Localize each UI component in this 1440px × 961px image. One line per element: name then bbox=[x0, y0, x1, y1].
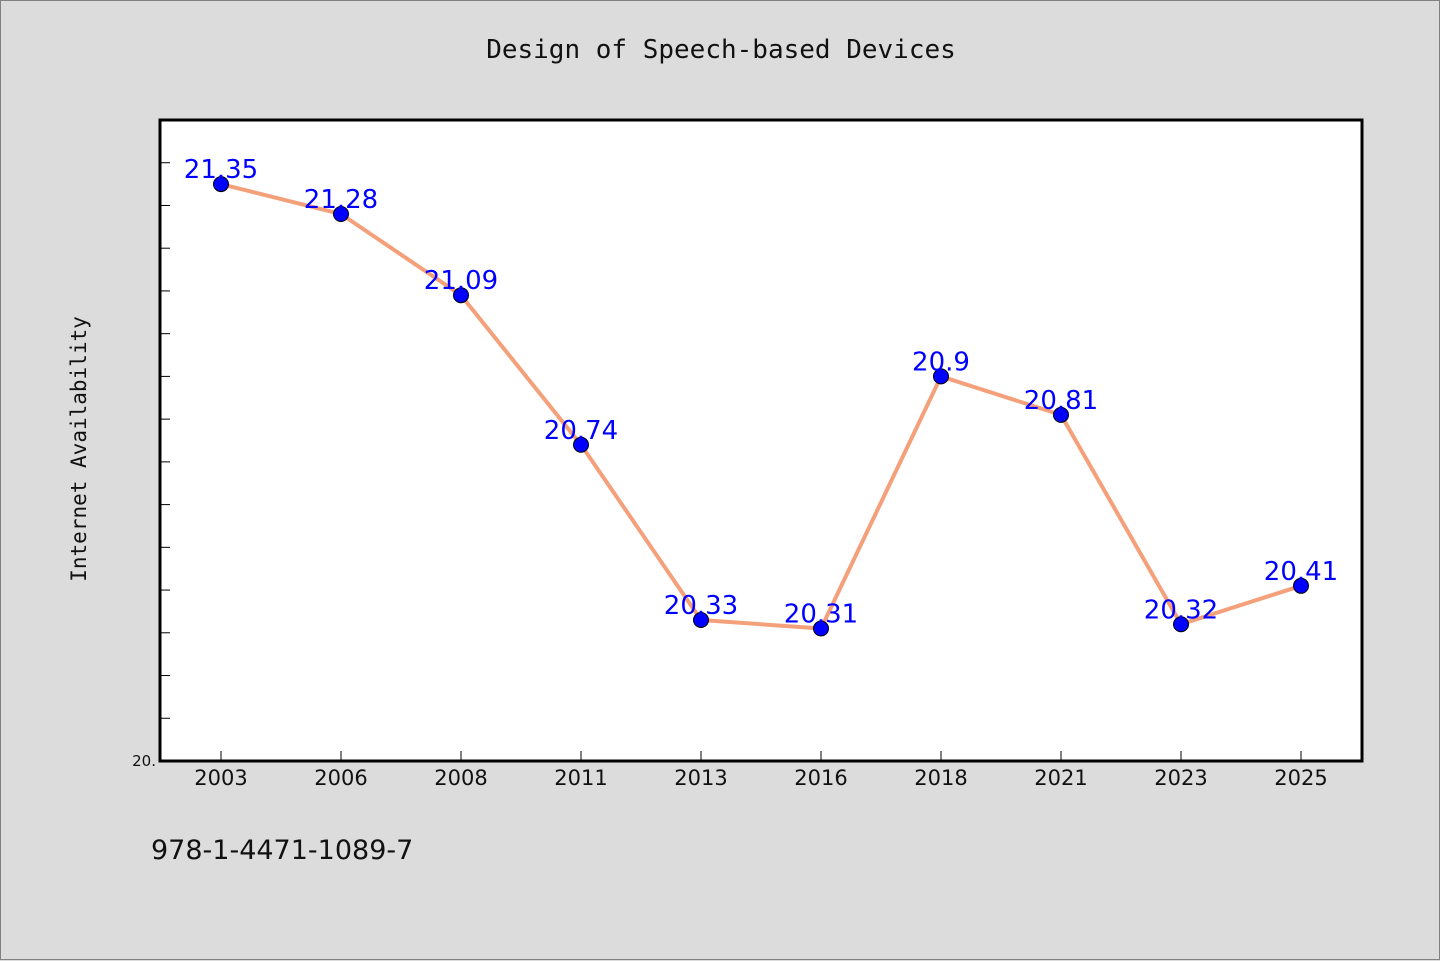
x-tick-label: 2013 bbox=[674, 766, 727, 790]
data-label: 20.9 bbox=[912, 347, 970, 377]
data-point bbox=[573, 436, 589, 453]
data-point bbox=[813, 620, 829, 637]
data-point bbox=[213, 176, 229, 193]
data-label: 20.32 bbox=[1144, 595, 1218, 625]
data-label: 20.74 bbox=[544, 416, 618, 446]
y-axis-ticks: 20. bbox=[132, 162, 170, 770]
x-tick-label: 2018 bbox=[914, 766, 967, 790]
data-label: 20.33 bbox=[664, 591, 738, 621]
footnote-isbn: 978-1-4471-1089-7 bbox=[151, 835, 414, 866]
x-tick-label: 2003 bbox=[194, 766, 247, 790]
data-label: 21.35 bbox=[184, 155, 258, 185]
data-label: 21.09 bbox=[424, 266, 498, 296]
data-label: 20.31 bbox=[784, 600, 858, 630]
data-label: 21.28 bbox=[304, 185, 378, 215]
data-point bbox=[1053, 406, 1069, 423]
chart-title: Design of Speech-based Devices bbox=[486, 35, 956, 65]
x-tick-label: 2016 bbox=[794, 766, 847, 790]
data-point bbox=[1173, 616, 1189, 633]
series-line bbox=[220, 182, 1302, 631]
series-layer: 21.35 21.28 21.09 20.74 20.33 20.31 20.9 20.81 2… bbox=[184, 155, 1338, 637]
data-point bbox=[453, 287, 469, 304]
data-label: 20.41 bbox=[1264, 557, 1338, 587]
x-tick-label: 2011 bbox=[554, 766, 607, 790]
data-point bbox=[1293, 577, 1309, 594]
data-point bbox=[933, 368, 949, 385]
y-tick-label: 20. bbox=[132, 752, 156, 770]
x-tick-label: 2023 bbox=[1154, 766, 1207, 790]
x-tick-label: 2006 bbox=[314, 766, 367, 790]
x-tick-label: 2021 bbox=[1034, 766, 1087, 790]
x-tick-label: 2008 bbox=[434, 766, 487, 790]
data-label: 20.81 bbox=[1024, 386, 1098, 416]
x-axis-ticks: 2003 2006 2008 2011 2013 2016 2018 2021 2023 2025 bbox=[194, 751, 1328, 790]
x-tick-label: 2025 bbox=[1274, 766, 1327, 790]
data-point bbox=[333, 206, 349, 223]
data-point bbox=[693, 611, 709, 628]
